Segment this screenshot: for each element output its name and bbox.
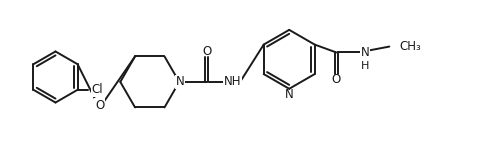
Text: N: N: [285, 88, 294, 101]
Text: N: N: [176, 75, 184, 88]
Text: NH: NH: [223, 75, 241, 88]
Text: N: N: [361, 46, 369, 59]
Text: O: O: [95, 99, 104, 112]
Text: O: O: [332, 73, 341, 86]
Text: H: H: [361, 61, 369, 71]
Text: O: O: [202, 45, 212, 58]
Text: CH₃: CH₃: [399, 40, 421, 53]
Text: Cl: Cl: [92, 83, 103, 96]
